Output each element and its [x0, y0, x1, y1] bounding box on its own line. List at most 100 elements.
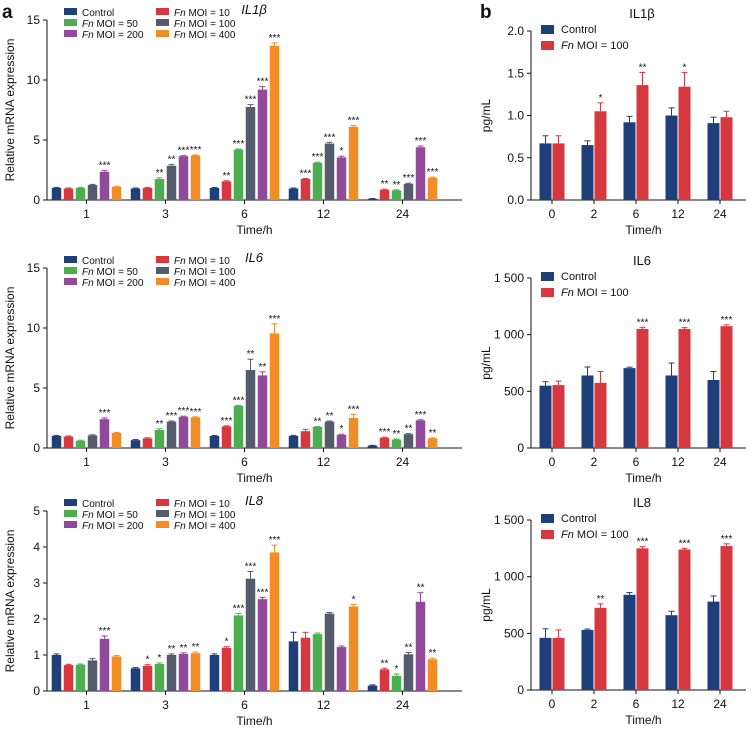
bar — [221, 426, 232, 448]
bar — [367, 198, 378, 200]
significance-label: ** — [417, 583, 425, 594]
significance-label: *** — [245, 95, 257, 106]
x-tick-label: 12 — [671, 207, 685, 221]
significance-label: *** — [637, 537, 649, 548]
significance-label: *** — [679, 318, 691, 329]
significance-label: ** — [192, 642, 200, 653]
x-tick-label: 3 — [162, 698, 169, 712]
chart-title: IL8 — [633, 495, 651, 510]
significance-label: ** — [223, 171, 231, 182]
legend-label: Control — [561, 513, 596, 525]
legend-label: Fn MOI = 200 — [82, 521, 144, 532]
y-tick-label: 10 — [27, 73, 41, 87]
significance-label: *** — [415, 136, 427, 147]
bar — [111, 433, 122, 448]
significance-label: *** — [415, 410, 427, 421]
legend-label-prefix: Fn — [561, 287, 577, 299]
significance-label: *** — [233, 395, 245, 406]
x-axis-label: Time/h — [236, 471, 272, 485]
y-tick-label: 3 — [33, 576, 40, 590]
significance-label: *** — [257, 77, 269, 88]
significance-label: *** — [348, 116, 360, 127]
significance-label: ** — [247, 349, 255, 360]
bar — [166, 655, 177, 691]
significance-label: * — [340, 146, 344, 157]
bar — [166, 165, 177, 200]
bar — [415, 147, 426, 200]
bar — [63, 436, 74, 448]
legend-label-text: MOI = 200 — [96, 521, 143, 532]
x-tick-label: 0 — [549, 697, 556, 711]
legend-label: Control — [561, 24, 596, 36]
significance-label: *** — [427, 167, 439, 178]
bar — [111, 656, 122, 691]
bar — [130, 188, 141, 200]
bar — [391, 675, 402, 691]
bar — [581, 145, 594, 200]
legend-label-text: MOI = 100 — [188, 19, 235, 30]
x-tick-label: 2 — [591, 455, 598, 469]
legend-label: Fn MOI = 100 — [174, 267, 236, 278]
legend-swatch — [156, 510, 169, 517]
x-tick-label: 3 — [162, 455, 169, 469]
bar — [142, 438, 153, 448]
significance-label: *** — [190, 407, 202, 418]
bar — [403, 654, 414, 691]
legend-label: Fn MOI = 50 — [82, 510, 138, 521]
legend-swatch — [64, 8, 77, 15]
significance-label: * — [599, 93, 603, 104]
y-tick-label: 5 — [33, 504, 40, 518]
bar — [552, 637, 565, 690]
significance-label: * — [395, 664, 399, 675]
bar — [87, 660, 98, 691]
bar — [636, 329, 649, 448]
bar — [623, 594, 636, 690]
chart-title: IL8 — [245, 493, 264, 508]
significance-label: *** — [233, 604, 245, 615]
x-axis-label: Time/h — [236, 223, 272, 237]
legend-label: Fn MOI = 100 — [561, 287, 629, 299]
significance-label: *** — [324, 132, 336, 143]
legend-label: Fn MOI = 10 — [174, 8, 230, 19]
bar — [154, 430, 165, 448]
x-tick-label: 0 — [549, 455, 556, 469]
legend-label-text: MOI = 50 — [96, 267, 138, 278]
x-axis-label: Time/h — [236, 714, 272, 728]
significance-label: *** — [379, 427, 391, 438]
bar — [720, 546, 733, 690]
significance-label: ** — [156, 168, 164, 179]
y-tick-label: 500 — [504, 626, 524, 640]
y-tick-label: 2.0 — [507, 24, 524, 38]
significance-label: *** — [221, 416, 233, 427]
legend-label: Fn MOI = 100 — [174, 19, 236, 30]
bar — [427, 177, 438, 200]
bar — [324, 143, 335, 200]
legend-swatch — [64, 256, 77, 263]
legend-label: Fn MOI = 50 — [82, 19, 138, 30]
bar — [707, 601, 720, 690]
chart-a2: 0 5 10 15 Relative mRNA expression IL6 Time/h 1… — [3, 250, 462, 485]
legend-label: Fn MOI = 200 — [82, 30, 144, 41]
legend-label: Fn MOI = 400 — [174, 278, 236, 289]
legend-label-text: MOI = 100 — [188, 267, 235, 278]
x-tick-label: 12 — [317, 455, 331, 469]
significance-label: *** — [99, 408, 111, 419]
significance-label: ** — [429, 648, 437, 659]
y-tick-label: 1.0 — [507, 109, 524, 123]
y-tick-label: 1 000 — [494, 328, 524, 342]
bar — [367, 685, 378, 691]
bar — [142, 188, 153, 200]
legend-swatch — [541, 514, 554, 523]
bar — [379, 669, 390, 691]
legend-swatch — [64, 19, 77, 26]
significance-label: *** — [269, 314, 281, 325]
legend-label-text: MOI = 400 — [188, 30, 235, 41]
legend-label-prefix: Fn — [174, 30, 188, 41]
bar — [75, 664, 86, 691]
legend-label-prefix: Fn — [82, 19, 96, 30]
x-tick-label: 6 — [633, 697, 640, 711]
bar — [288, 188, 299, 200]
legend-label: Fn MOI = 200 — [82, 278, 144, 289]
x-tick-label: 24 — [396, 698, 410, 712]
